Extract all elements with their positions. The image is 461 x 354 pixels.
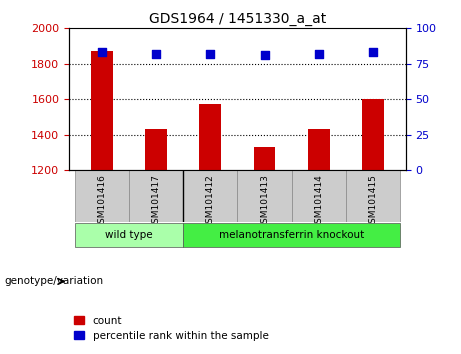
Bar	[145, 129, 167, 170]
FancyBboxPatch shape	[237, 170, 292, 222]
Point	[369, 50, 377, 55]
Text: GSM101417: GSM101417	[152, 174, 160, 229]
Text: GSM101412: GSM101412	[206, 174, 215, 229]
FancyBboxPatch shape	[346, 170, 400, 222]
Bar	[254, 147, 275, 170]
Text: melanotransferrin knockout: melanotransferrin knockout	[219, 230, 364, 240]
Point	[152, 51, 160, 57]
FancyBboxPatch shape	[183, 170, 237, 222]
Point	[315, 51, 323, 57]
Text: GSM101416: GSM101416	[97, 174, 106, 229]
Point	[261, 52, 268, 58]
Point	[98, 50, 106, 55]
FancyBboxPatch shape	[75, 223, 183, 246]
Text: GSM101414: GSM101414	[314, 174, 323, 229]
FancyBboxPatch shape	[292, 170, 346, 222]
Title: GDS1964 / 1451330_a_at: GDS1964 / 1451330_a_at	[149, 12, 326, 26]
FancyBboxPatch shape	[183, 223, 400, 246]
Legend: count, percentile rank within the sample: count, percentile rank within the sample	[70, 312, 273, 345]
FancyBboxPatch shape	[75, 170, 129, 222]
Text: GSM101415: GSM101415	[369, 174, 378, 229]
Bar	[91, 51, 112, 170]
Text: genotype/variation: genotype/variation	[5, 276, 104, 286]
Point	[207, 51, 214, 57]
Bar	[308, 129, 330, 170]
FancyBboxPatch shape	[129, 170, 183, 222]
Bar	[362, 99, 384, 170]
Text: wild type: wild type	[105, 230, 153, 240]
Bar	[200, 104, 221, 170]
Text: GSM101413: GSM101413	[260, 174, 269, 229]
